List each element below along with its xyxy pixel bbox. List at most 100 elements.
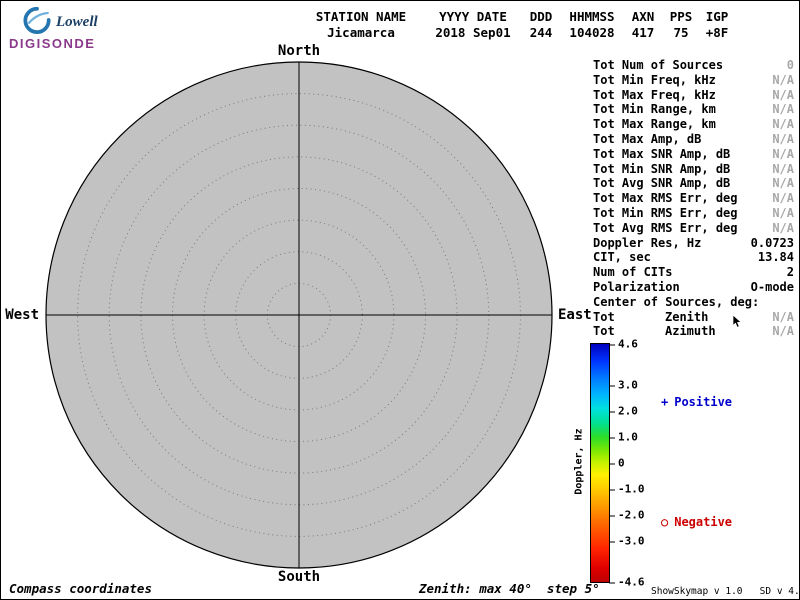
header-col-igp: IGP +8F bbox=[703, 9, 731, 41]
param-label: Tot Avg SNR Amp, dB bbox=[593, 176, 731, 191]
skymap-polar-plot bbox=[43, 59, 555, 575]
param-value: N/A bbox=[772, 161, 794, 176]
version-label: ShowSkymap v 1.0 SD v 4.2 bbox=[651, 586, 800, 597]
header-col-ddd: DDD 244 bbox=[525, 9, 557, 41]
param-row: Polarization O-mode bbox=[593, 280, 794, 295]
param-label: Tot Max Amp, dB bbox=[593, 131, 702, 146]
parameter-panel: Tot Num of Sources 0 Tot Min Freq, kHz N/A… bbox=[593, 58, 794, 339]
param-row: Tot Max Amp, dB N/A bbox=[593, 132, 794, 147]
param-value: N/A bbox=[772, 309, 794, 324]
negative-symbol-icon: ○ bbox=[661, 515, 669, 529]
east-label: East bbox=[558, 307, 592, 323]
header-value: +8F bbox=[705, 25, 729, 40]
logo-company-text: Lowell bbox=[56, 13, 98, 30]
colorbar-tick-label: 4.6 bbox=[609, 337, 638, 351]
param-value: N/A bbox=[772, 72, 794, 87]
header-label: PPS bbox=[669, 9, 693, 24]
param-row: Tot Max SNR Amp, dB N/A bbox=[593, 147, 794, 162]
colorbar-tick-label: -2.0 bbox=[609, 508, 645, 522]
param-label: Tot bbox=[593, 309, 615, 324]
param-label: Tot Min RMS Err, deg bbox=[593, 205, 738, 220]
colorbar-tick-label: 0 bbox=[609, 456, 625, 470]
legend-negative: ○ Negative bbox=[661, 515, 732, 529]
param-value: N/A bbox=[772, 205, 794, 220]
param-row: Num of CITs 2 bbox=[593, 265, 794, 280]
param-value: 2 bbox=[786, 265, 794, 280]
coordinates-mode-label: Compass coordinates bbox=[9, 581, 152, 596]
header-label: AXN bbox=[631, 9, 655, 24]
param-label: CIT, sec bbox=[593, 250, 651, 265]
param-label: Center of Sources, deg: bbox=[593, 294, 760, 309]
param-sublabel: Zenith bbox=[665, 309, 709, 324]
header-label: IGP bbox=[705, 9, 729, 24]
param-row: Tot Min RMS Err, deg N/A bbox=[593, 206, 794, 221]
param-label: Num of CITs bbox=[593, 265, 673, 280]
mouse-cursor bbox=[732, 313, 743, 332]
legend-negative-label: Negative bbox=[674, 515, 733, 529]
param-label: Tot Min Freq, kHz bbox=[593, 72, 716, 87]
param-value: 13.84 bbox=[757, 250, 794, 265]
param-sublabel: Azimuth bbox=[665, 324, 716, 339]
param-row: Tot Max Range, km N/A bbox=[593, 117, 794, 132]
north-label: North bbox=[277, 43, 321, 59]
header-value: 75 bbox=[673, 25, 689, 40]
param-label: Doppler Res, Hz bbox=[593, 235, 702, 250]
param-label: Tot Min SNR Amp, dB bbox=[593, 161, 731, 176]
param-label: Tot Max Freq, kHz bbox=[593, 87, 716, 102]
logo-product-text: DIGISONDE bbox=[9, 36, 96, 51]
header-col-axn: AXN 417 bbox=[627, 9, 659, 41]
header-value: 104028 bbox=[569, 25, 615, 40]
colorbar-title: Doppler, Hz bbox=[573, 428, 585, 495]
param-label: Tot Num of Sources bbox=[593, 58, 724, 72]
colorbar-tick-label: -3.0 bbox=[609, 534, 645, 548]
param-row: Tot Max RMS Err, deg N/A bbox=[593, 191, 794, 206]
param-label: Tot Min Range, km bbox=[593, 102, 716, 117]
header-value: 417 bbox=[631, 25, 655, 40]
param-row: Tot Azimuth N/A bbox=[593, 324, 794, 339]
param-row: Tot Min SNR Amp, dB N/A bbox=[593, 162, 794, 177]
param-row: Doppler Res, Hz 0.0723 bbox=[593, 236, 794, 251]
lowell-digisonde-logo: Lowell DIGISONDE bbox=[9, 6, 139, 51]
header-col-date: YYYY DATE 2018 Sep01 bbox=[429, 9, 517, 41]
param-row: Tot Min Range, km N/A bbox=[593, 102, 794, 117]
positive-symbol-icon: + bbox=[661, 395, 669, 409]
header-label: HHMMSS bbox=[569, 9, 615, 24]
param-value: N/A bbox=[772, 324, 794, 339]
doppler-colorbar: 4.6 3.0 2.0 1.0 0 -1.0 -2.0 -3.0 -4.6 bbox=[590, 338, 660, 589]
station-header-table: STATION NAME Jicamarca YYYY DATE 2018 Se… bbox=[301, 9, 731, 41]
colorbar-tick-label: 3.0 bbox=[609, 378, 638, 392]
header-col-pps: PPS 75 bbox=[667, 9, 695, 41]
param-row: Tot Min Freq, kHz N/A bbox=[593, 73, 794, 88]
zenith-range-label: Zenith: max 40° step 5° bbox=[419, 581, 600, 596]
param-value: N/A bbox=[772, 131, 794, 146]
param-value: N/A bbox=[772, 220, 794, 235]
param-label: Polarization bbox=[593, 279, 680, 294]
param-label: Tot Max SNR Amp, dB bbox=[593, 146, 731, 161]
param-value: N/A bbox=[772, 191, 794, 206]
lowell-swoosh-icon bbox=[23, 6, 51, 38]
param-value: N/A bbox=[772, 146, 794, 161]
param-label: Tot Max RMS Err, deg bbox=[593, 191, 738, 206]
header-value: 2018 Sep01 bbox=[435, 25, 511, 40]
param-row: Tot Num of Sources 0 bbox=[593, 58, 794, 73]
param-value: N/A bbox=[772, 117, 794, 132]
colorbar-tick-label: 1.0 bbox=[609, 430, 638, 444]
param-label: Tot Max Range, km bbox=[593, 117, 716, 132]
header-value: 244 bbox=[529, 25, 553, 40]
header-col-station: STATION NAME Jicamarca bbox=[301, 9, 421, 41]
legend-positive-label: Positive bbox=[674, 395, 733, 409]
param-row: Tot Zenith N/A bbox=[593, 310, 794, 325]
colorbar-gradient bbox=[590, 343, 610, 583]
param-row: Tot Avg RMS Err, deg N/A bbox=[593, 221, 794, 236]
param-value: O-mode bbox=[750, 279, 794, 294]
param-row: Tot Avg SNR Amp, dB N/A bbox=[593, 176, 794, 191]
header-col-hhmmss: HHMMSS 104028 bbox=[565, 9, 619, 41]
header-value: Jicamarca bbox=[327, 25, 395, 40]
west-label: West bbox=[5, 307, 39, 323]
param-value: N/A bbox=[772, 87, 794, 102]
header-label: DDD bbox=[529, 9, 553, 24]
param-value: N/A bbox=[772, 176, 794, 191]
skymap-svg bbox=[45, 61, 553, 569]
legend-positive: + Positive bbox=[661, 395, 732, 409]
